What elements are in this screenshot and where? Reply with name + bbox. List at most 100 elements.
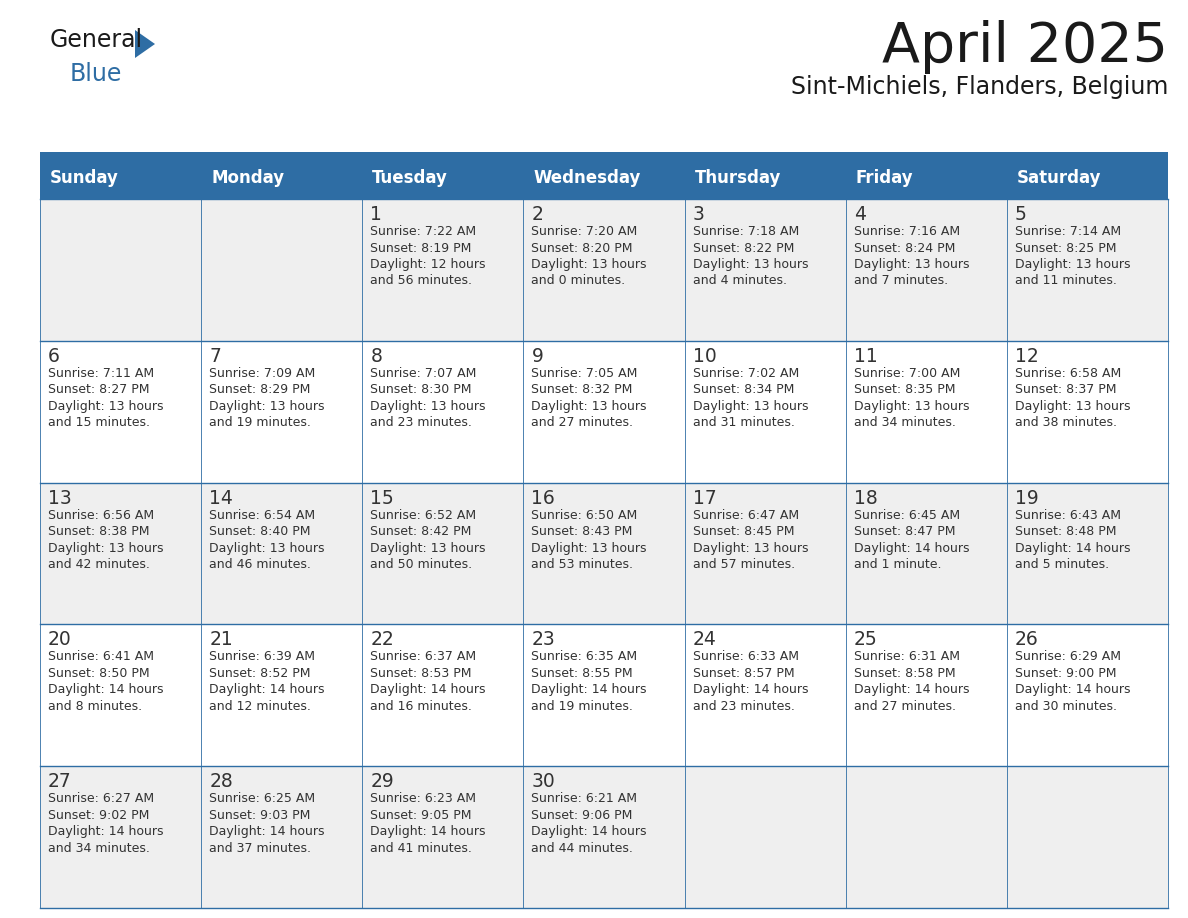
Text: Monday: Monday xyxy=(211,169,284,187)
Text: 16: 16 xyxy=(531,488,555,508)
Text: 15: 15 xyxy=(371,488,394,508)
Text: Daylight: 13 hours: Daylight: 13 hours xyxy=(693,400,808,413)
Text: Sunset: 8:22 PM: Sunset: 8:22 PM xyxy=(693,241,794,254)
Text: Sunset: 8:45 PM: Sunset: 8:45 PM xyxy=(693,525,794,538)
Text: 14: 14 xyxy=(209,488,233,508)
Text: Sunset: 8:19 PM: Sunset: 8:19 PM xyxy=(371,241,472,254)
Text: Sunrise: 6:56 AM: Sunrise: 6:56 AM xyxy=(48,509,154,521)
Text: Sunrise: 7:20 AM: Sunrise: 7:20 AM xyxy=(531,225,638,238)
Text: Sunrise: 6:43 AM: Sunrise: 6:43 AM xyxy=(1015,509,1120,521)
Text: Sunday: Sunday xyxy=(50,169,119,187)
Text: Daylight: 13 hours: Daylight: 13 hours xyxy=(1015,400,1130,413)
Text: 10: 10 xyxy=(693,347,716,365)
Text: and 16 minutes.: and 16 minutes. xyxy=(371,700,472,713)
Text: 29: 29 xyxy=(371,772,394,791)
Text: Sint-Michiels, Flanders, Belgium: Sint-Michiels, Flanders, Belgium xyxy=(791,75,1168,99)
Text: Sunset: 8:29 PM: Sunset: 8:29 PM xyxy=(209,384,310,397)
Text: and 19 minutes.: and 19 minutes. xyxy=(531,700,633,713)
Text: Thursday: Thursday xyxy=(695,169,781,187)
Text: Daylight: 14 hours: Daylight: 14 hours xyxy=(693,683,808,697)
Text: Daylight: 13 hours: Daylight: 13 hours xyxy=(531,258,647,271)
Text: 24: 24 xyxy=(693,631,716,649)
Text: Sunrise: 6:35 AM: Sunrise: 6:35 AM xyxy=(531,650,638,664)
Text: Sunset: 8:52 PM: Sunset: 8:52 PM xyxy=(209,666,310,680)
Text: Sunset: 8:57 PM: Sunset: 8:57 PM xyxy=(693,666,795,680)
Text: General: General xyxy=(50,28,143,52)
Text: and 57 minutes.: and 57 minutes. xyxy=(693,558,795,571)
Text: Sunrise: 6:54 AM: Sunrise: 6:54 AM xyxy=(209,509,315,521)
Text: Sunset: 9:03 PM: Sunset: 9:03 PM xyxy=(209,809,310,822)
Text: Sunrise: 6:37 AM: Sunrise: 6:37 AM xyxy=(371,650,476,664)
Text: and 42 minutes.: and 42 minutes. xyxy=(48,558,150,571)
Text: and 34 minutes.: and 34 minutes. xyxy=(48,842,150,855)
Text: and 0 minutes.: and 0 minutes. xyxy=(531,274,626,287)
Text: and 7 minutes.: and 7 minutes. xyxy=(854,274,948,287)
Text: and 1 minute.: and 1 minute. xyxy=(854,558,941,571)
Text: Daylight: 13 hours: Daylight: 13 hours xyxy=(48,400,164,413)
Text: Sunrise: 6:31 AM: Sunrise: 6:31 AM xyxy=(854,650,960,664)
Text: and 27 minutes.: and 27 minutes. xyxy=(854,700,955,713)
Text: Daylight: 13 hours: Daylight: 13 hours xyxy=(1015,258,1130,271)
Text: and 27 minutes.: and 27 minutes. xyxy=(531,416,633,430)
Bar xyxy=(40,341,1168,483)
Text: Sunset: 8:50 PM: Sunset: 8:50 PM xyxy=(48,666,150,680)
Text: 26: 26 xyxy=(1015,631,1038,649)
Text: and 5 minutes.: and 5 minutes. xyxy=(1015,558,1108,571)
Text: Daylight: 14 hours: Daylight: 14 hours xyxy=(531,683,647,697)
Text: Daylight: 13 hours: Daylight: 13 hours xyxy=(371,400,486,413)
Text: 25: 25 xyxy=(854,631,878,649)
Text: 11: 11 xyxy=(854,347,878,365)
Text: April 2025: April 2025 xyxy=(881,20,1168,74)
Text: and 34 minutes.: and 34 minutes. xyxy=(854,416,955,430)
Text: Sunrise: 7:09 AM: Sunrise: 7:09 AM xyxy=(209,367,315,380)
Text: Sunset: 8:35 PM: Sunset: 8:35 PM xyxy=(854,384,955,397)
Text: Daylight: 12 hours: Daylight: 12 hours xyxy=(371,258,486,271)
Text: Daylight: 14 hours: Daylight: 14 hours xyxy=(371,683,486,697)
Bar xyxy=(40,624,1168,767)
Text: Sunrise: 7:14 AM: Sunrise: 7:14 AM xyxy=(1015,225,1121,238)
Text: Sunset: 8:20 PM: Sunset: 8:20 PM xyxy=(531,241,633,254)
Text: Sunset: 8:37 PM: Sunset: 8:37 PM xyxy=(1015,384,1117,397)
Text: Daylight: 14 hours: Daylight: 14 hours xyxy=(209,683,324,697)
Text: Daylight: 13 hours: Daylight: 13 hours xyxy=(854,258,969,271)
Text: Daylight: 13 hours: Daylight: 13 hours xyxy=(693,542,808,554)
Text: 3: 3 xyxy=(693,205,704,224)
Text: Sunrise: 7:22 AM: Sunrise: 7:22 AM xyxy=(371,225,476,238)
Text: Daylight: 14 hours: Daylight: 14 hours xyxy=(1015,683,1130,697)
Text: Sunrise: 6:25 AM: Sunrise: 6:25 AM xyxy=(209,792,315,805)
Text: Sunset: 8:48 PM: Sunset: 8:48 PM xyxy=(1015,525,1117,538)
Text: 9: 9 xyxy=(531,347,543,365)
Text: Sunset: 9:06 PM: Sunset: 9:06 PM xyxy=(531,809,633,822)
Text: Sunset: 8:42 PM: Sunset: 8:42 PM xyxy=(371,525,472,538)
Text: 28: 28 xyxy=(209,772,233,791)
Text: Sunset: 8:25 PM: Sunset: 8:25 PM xyxy=(1015,241,1117,254)
Text: Saturday: Saturday xyxy=(1017,169,1101,187)
Text: Daylight: 14 hours: Daylight: 14 hours xyxy=(1015,542,1130,554)
Text: Daylight: 14 hours: Daylight: 14 hours xyxy=(48,825,164,838)
Text: 4: 4 xyxy=(854,205,866,224)
Text: 6: 6 xyxy=(48,347,59,365)
Text: Sunset: 9:00 PM: Sunset: 9:00 PM xyxy=(1015,666,1117,680)
Text: Sunset: 8:40 PM: Sunset: 8:40 PM xyxy=(209,525,310,538)
Bar xyxy=(40,767,1168,908)
Text: and 23 minutes.: and 23 minutes. xyxy=(371,416,472,430)
Text: Sunrise: 6:41 AM: Sunrise: 6:41 AM xyxy=(48,650,154,664)
Text: Sunrise: 6:47 AM: Sunrise: 6:47 AM xyxy=(693,509,798,521)
Text: Daylight: 13 hours: Daylight: 13 hours xyxy=(531,542,647,554)
Text: Sunset: 8:47 PM: Sunset: 8:47 PM xyxy=(854,525,955,538)
Text: and 19 minutes.: and 19 minutes. xyxy=(209,416,311,430)
Text: Wednesday: Wednesday xyxy=(533,169,640,187)
Text: Sunrise: 6:21 AM: Sunrise: 6:21 AM xyxy=(531,792,638,805)
Text: Sunset: 8:30 PM: Sunset: 8:30 PM xyxy=(371,384,472,397)
Text: and 31 minutes.: and 31 minutes. xyxy=(693,416,795,430)
Text: Sunrise: 7:02 AM: Sunrise: 7:02 AM xyxy=(693,367,798,380)
Text: Sunrise: 7:11 AM: Sunrise: 7:11 AM xyxy=(48,367,154,380)
Text: 23: 23 xyxy=(531,631,555,649)
Text: 22: 22 xyxy=(371,631,394,649)
Text: Daylight: 14 hours: Daylight: 14 hours xyxy=(854,683,969,697)
Text: and 4 minutes.: and 4 minutes. xyxy=(693,274,786,287)
Text: Sunrise: 6:29 AM: Sunrise: 6:29 AM xyxy=(1015,650,1120,664)
Text: 27: 27 xyxy=(48,772,71,791)
Bar xyxy=(40,152,1168,157)
Text: Sunrise: 6:27 AM: Sunrise: 6:27 AM xyxy=(48,792,154,805)
